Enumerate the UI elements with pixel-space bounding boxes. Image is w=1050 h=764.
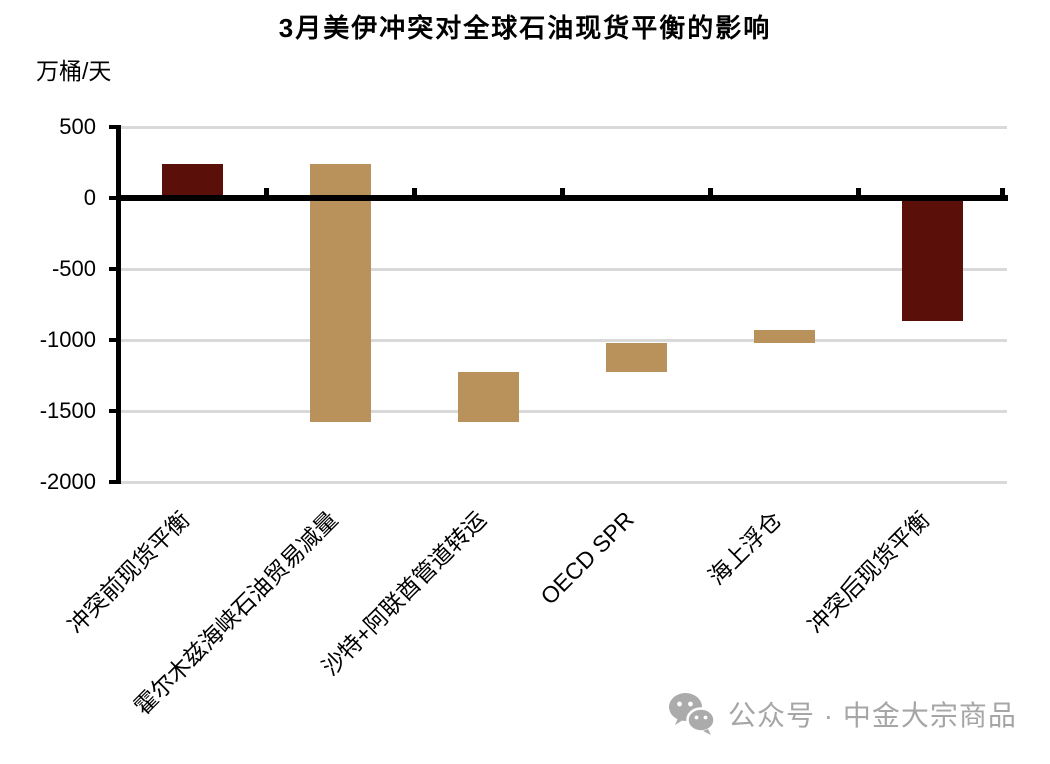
y-tick-mark--2000 <box>109 480 117 484</box>
y-tick-mark-0 <box>109 196 117 200</box>
x-tick-mark-2 <box>411 188 417 196</box>
y-tick-label--500: -500 <box>51 256 96 281</box>
category-label-6: 冲突后现货平衡 <box>802 506 935 639</box>
category-label-5: 海上浮仓 <box>703 506 787 590</box>
chart-title: 3月美伊冲突对全球石油现货平衡的影响 <box>278 13 772 43</box>
bar-1 <box>161 163 223 198</box>
category-label-3: 沙特+阿联酋管道转运 <box>316 506 491 681</box>
x-tick-mark-5 <box>855 188 861 196</box>
bar-5 <box>753 330 815 343</box>
bar-2 <box>309 163 371 423</box>
x-tick-mark-4 <box>707 188 713 196</box>
y-axis-unit-label: 万桶/天 <box>36 58 112 84</box>
x-tick-mark-1 <box>263 188 269 196</box>
y-axis-line <box>116 125 121 484</box>
bar-3 <box>457 371 519 423</box>
gridline--500 <box>121 267 1007 271</box>
bar-4 <box>605 342 667 372</box>
y-tick-label--1500: -1500 <box>39 398 96 423</box>
y-tick-mark--500 <box>109 267 117 271</box>
wechat-icon <box>669 693 716 735</box>
watermark-text: 公众号 · 中金大宗商品 <box>728 700 1017 731</box>
x-tick-mark-3 <box>559 188 565 196</box>
category-label-4: OECD SPR <box>535 506 639 610</box>
bar-6 <box>901 198 963 321</box>
y-tick-label-0: 0 <box>83 185 96 210</box>
gridline-500 <box>121 125 1007 129</box>
x-axis-zero-line <box>116 195 1008 201</box>
y-tick-label-500: 500 <box>59 114 96 139</box>
watermark: 公众号 · 中金大宗商品 <box>668 692 1017 736</box>
y-tick-mark-500 <box>109 125 117 129</box>
x-tick-mark-6 <box>999 188 1005 196</box>
y-tick-mark--1500 <box>109 409 117 413</box>
y-tick-mark--1000 <box>109 338 117 342</box>
gridline--1000 <box>121 338 1007 342</box>
y-tick-label--2000: -2000 <box>39 469 96 494</box>
y-tick-label--1000: -1000 <box>39 327 96 352</box>
category-label-1: 冲突前现货平衡 <box>62 506 195 639</box>
gridline--2000 <box>121 480 1007 484</box>
gridline--1500 <box>121 409 1007 413</box>
